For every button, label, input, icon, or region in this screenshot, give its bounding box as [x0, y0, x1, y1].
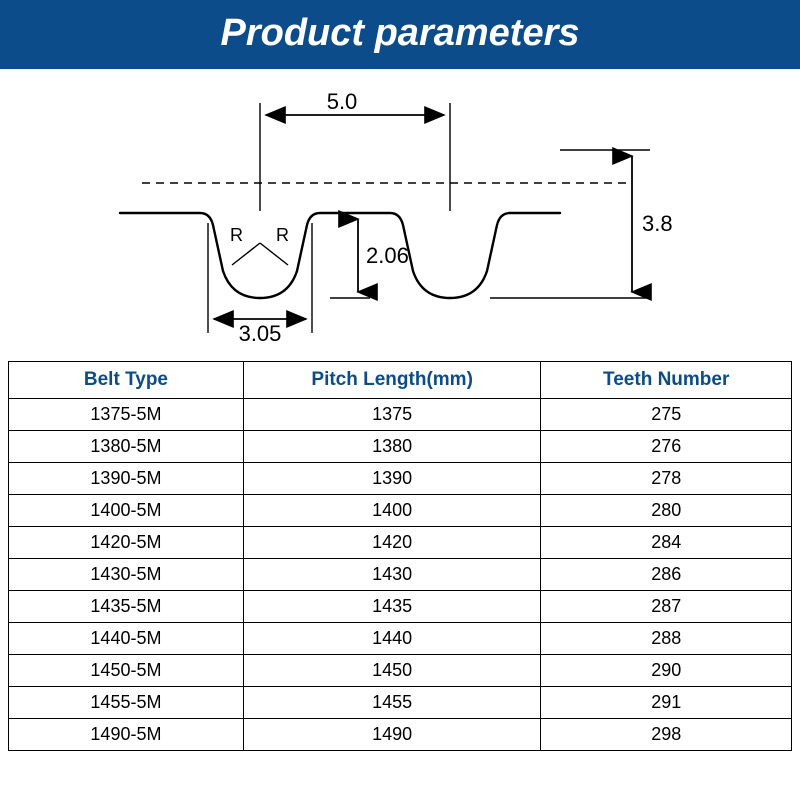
table-cell: 1375	[243, 399, 541, 431]
table-cell: 1430	[243, 559, 541, 591]
dim-total-height: 3.8	[490, 150, 673, 298]
dim-tooth-width-label: 3.05	[239, 321, 282, 343]
table-cell: 1400	[243, 495, 541, 527]
dim-pitch: 5.0	[260, 93, 450, 211]
table-row: 1390-5M1390278	[9, 463, 792, 495]
table-row: 1420-5M1420284	[9, 527, 792, 559]
table-row: 1450-5M1450290	[9, 655, 792, 687]
table-row: 1430-5M1430286	[9, 559, 792, 591]
dim-tooth-height: 2.06	[330, 213, 409, 298]
table-cell: 288	[541, 623, 792, 655]
table-cell: 1455	[243, 687, 541, 719]
table-cell: 287	[541, 591, 792, 623]
dim-total-height-label: 3.8	[642, 211, 673, 236]
table-row: 1375-5M1375275	[9, 399, 792, 431]
table-cell: 1440	[243, 623, 541, 655]
table-body: 1375-5M13752751380-5M13802761390-5M13902…	[9, 399, 792, 751]
dim-pitch-label: 5.0	[327, 93, 358, 114]
dim-tooth-width: 3.05	[208, 223, 312, 343]
table-row: 1440-5M1440288	[9, 623, 792, 655]
table-row: 1435-5M1435287	[9, 591, 792, 623]
page-header: Product parameters	[0, 0, 800, 69]
table-row: 1380-5M1380276	[9, 431, 792, 463]
table-cell: 1390-5M	[9, 463, 244, 495]
table-header-row: Belt Type Pitch Length(mm) Teeth Number	[9, 362, 792, 399]
table-cell: 1420	[243, 527, 541, 559]
table-cell: 275	[541, 399, 792, 431]
table-cell: 280	[541, 495, 792, 527]
radius-label-left: R	[230, 225, 243, 245]
parameters-table-wrap: Belt Type Pitch Length(mm) Teeth Number …	[0, 361, 800, 751]
table-cell: 1435	[243, 591, 541, 623]
table-cell: 1420-5M	[9, 527, 244, 559]
table-cell: 1490-5M	[9, 719, 244, 751]
col-belt-type: Belt Type	[9, 362, 244, 399]
table-cell: 1375-5M	[9, 399, 244, 431]
table-row: 1400-5M1400280	[9, 495, 792, 527]
table-cell: 1380	[243, 431, 541, 463]
table-cell: 291	[541, 687, 792, 719]
tooth-profile-diagram: R R 5.0 2.06 3.8 3.05	[0, 69, 800, 361]
parameters-table: Belt Type Pitch Length(mm) Teeth Number …	[8, 361, 792, 751]
profile-svg: R R 5.0 2.06 3.8 3.05	[90, 93, 710, 343]
table-cell: 1450	[243, 655, 541, 687]
table-row: 1455-5M1455291	[9, 687, 792, 719]
table-cell: 1450-5M	[9, 655, 244, 687]
table-cell: 1455-5M	[9, 687, 244, 719]
table-cell: 1490	[243, 719, 541, 751]
dim-tooth-height-label: 2.06	[366, 243, 409, 268]
table-cell: 298	[541, 719, 792, 751]
col-teeth-number: Teeth Number	[541, 362, 792, 399]
table-cell: 290	[541, 655, 792, 687]
table-cell: 286	[541, 559, 792, 591]
table-row: 1490-5M1490298	[9, 719, 792, 751]
col-pitch-length: Pitch Length(mm)	[243, 362, 541, 399]
table-cell: 1400-5M	[9, 495, 244, 527]
table-cell: 278	[541, 463, 792, 495]
table-cell: 1390	[243, 463, 541, 495]
table-cell: 1380-5M	[9, 431, 244, 463]
table-cell: 284	[541, 527, 792, 559]
profile: R R	[120, 183, 630, 298]
table-cell: 276	[541, 431, 792, 463]
table-cell: 1440-5M	[9, 623, 244, 655]
radius-label-right: R	[276, 225, 289, 245]
table-cell: 1430-5M	[9, 559, 244, 591]
table-cell: 1435-5M	[9, 591, 244, 623]
